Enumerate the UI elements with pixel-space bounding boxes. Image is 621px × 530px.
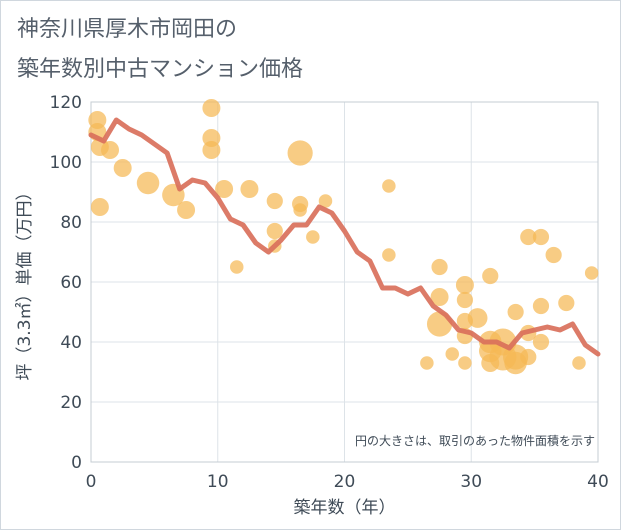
bubble-point-29 — [445, 347, 459, 361]
bubble-point-16 — [266, 222, 283, 240]
bubble-point-18 — [287, 140, 313, 166]
bubble-point-51 — [545, 246, 562, 264]
bubble-point-8 — [177, 201, 196, 219]
y-tick-label-6: 120 — [50, 93, 82, 113]
bubble-point-45 — [520, 228, 537, 246]
bubble-point-6 — [136, 171, 160, 195]
bubble-point-25 — [420, 356, 434, 370]
bubble-point-50 — [532, 333, 550, 351]
bubble-point-31 — [456, 291, 474, 309]
bubble-point-52 — [558, 294, 575, 312]
bubble-point-11 — [202, 141, 221, 159]
bubble-point-15 — [266, 192, 283, 210]
bubble-point-21 — [306, 230, 320, 244]
bubble-point-53 — [572, 356, 586, 370]
bubble-point-26 — [431, 258, 448, 276]
bubble-point-23 — [382, 179, 396, 193]
x-tick-label-2: 20 — [334, 472, 356, 492]
bubble-point-54 — [584, 266, 599, 280]
x-tick-label-1: 10 — [207, 472, 229, 492]
bubble-point-5 — [113, 159, 132, 177]
bubble-point-14 — [240, 180, 259, 198]
y-tick-label-2: 40 — [60, 333, 82, 353]
bubble-point-48 — [532, 228, 550, 246]
y-tick-labels: 0 20 40 60 80 100 120 — [50, 93, 82, 473]
bubble-point-22 — [318, 194, 333, 208]
bubble-point-35 — [467, 308, 488, 328]
x-axis-title: 築年数（年） — [294, 498, 396, 518]
x-tick-label-4: 40 — [587, 472, 609, 492]
bubble-point-13 — [230, 260, 244, 274]
bubble-point-27 — [430, 288, 449, 306]
bubble-point-36 — [482, 267, 499, 285]
average-price-line — [88, 117, 601, 357]
y-axis-title: 坪（3.3㎡）単価（万円） — [15, 183, 35, 380]
y-tick-label-0: 0 — [71, 453, 82, 473]
x-tick-label-0: 0 — [86, 472, 97, 492]
y-tick-label-1: 20 — [60, 393, 82, 413]
bubble-point-12 — [215, 180, 234, 198]
bubble-point-20 — [293, 203, 307, 217]
bubble-point-3 — [90, 198, 109, 216]
x-tick-labels: 0 10 20 30 40 — [86, 472, 609, 492]
x-tick-label-3: 30 — [460, 472, 482, 492]
bubble-point-30 — [455, 276, 474, 294]
bubble-size-note: 円の大きさは、取引のあった物件面積を示す — [355, 433, 595, 448]
plot-area — [90, 101, 599, 463]
bubble-point-9 — [202, 99, 221, 117]
bubble-point-47 — [520, 348, 537, 366]
bubble-point-34 — [458, 356, 472, 370]
y-tick-label-5: 100 — [50, 153, 82, 173]
y-tick-label-4: 80 — [60, 213, 82, 233]
y-tick-label-3: 60 — [60, 273, 82, 293]
bubble-point-24 — [382, 248, 396, 262]
chart-title-line-1: 神奈川県厚木市岡田の — [17, 17, 238, 42]
bubble-point-49 — [532, 297, 550, 315]
bubble-point-42 — [507, 303, 524, 321]
bubble-point-4 — [101, 141, 120, 159]
chart-title-line-2: 築年数別中古マンション価格 — [17, 57, 304, 82]
